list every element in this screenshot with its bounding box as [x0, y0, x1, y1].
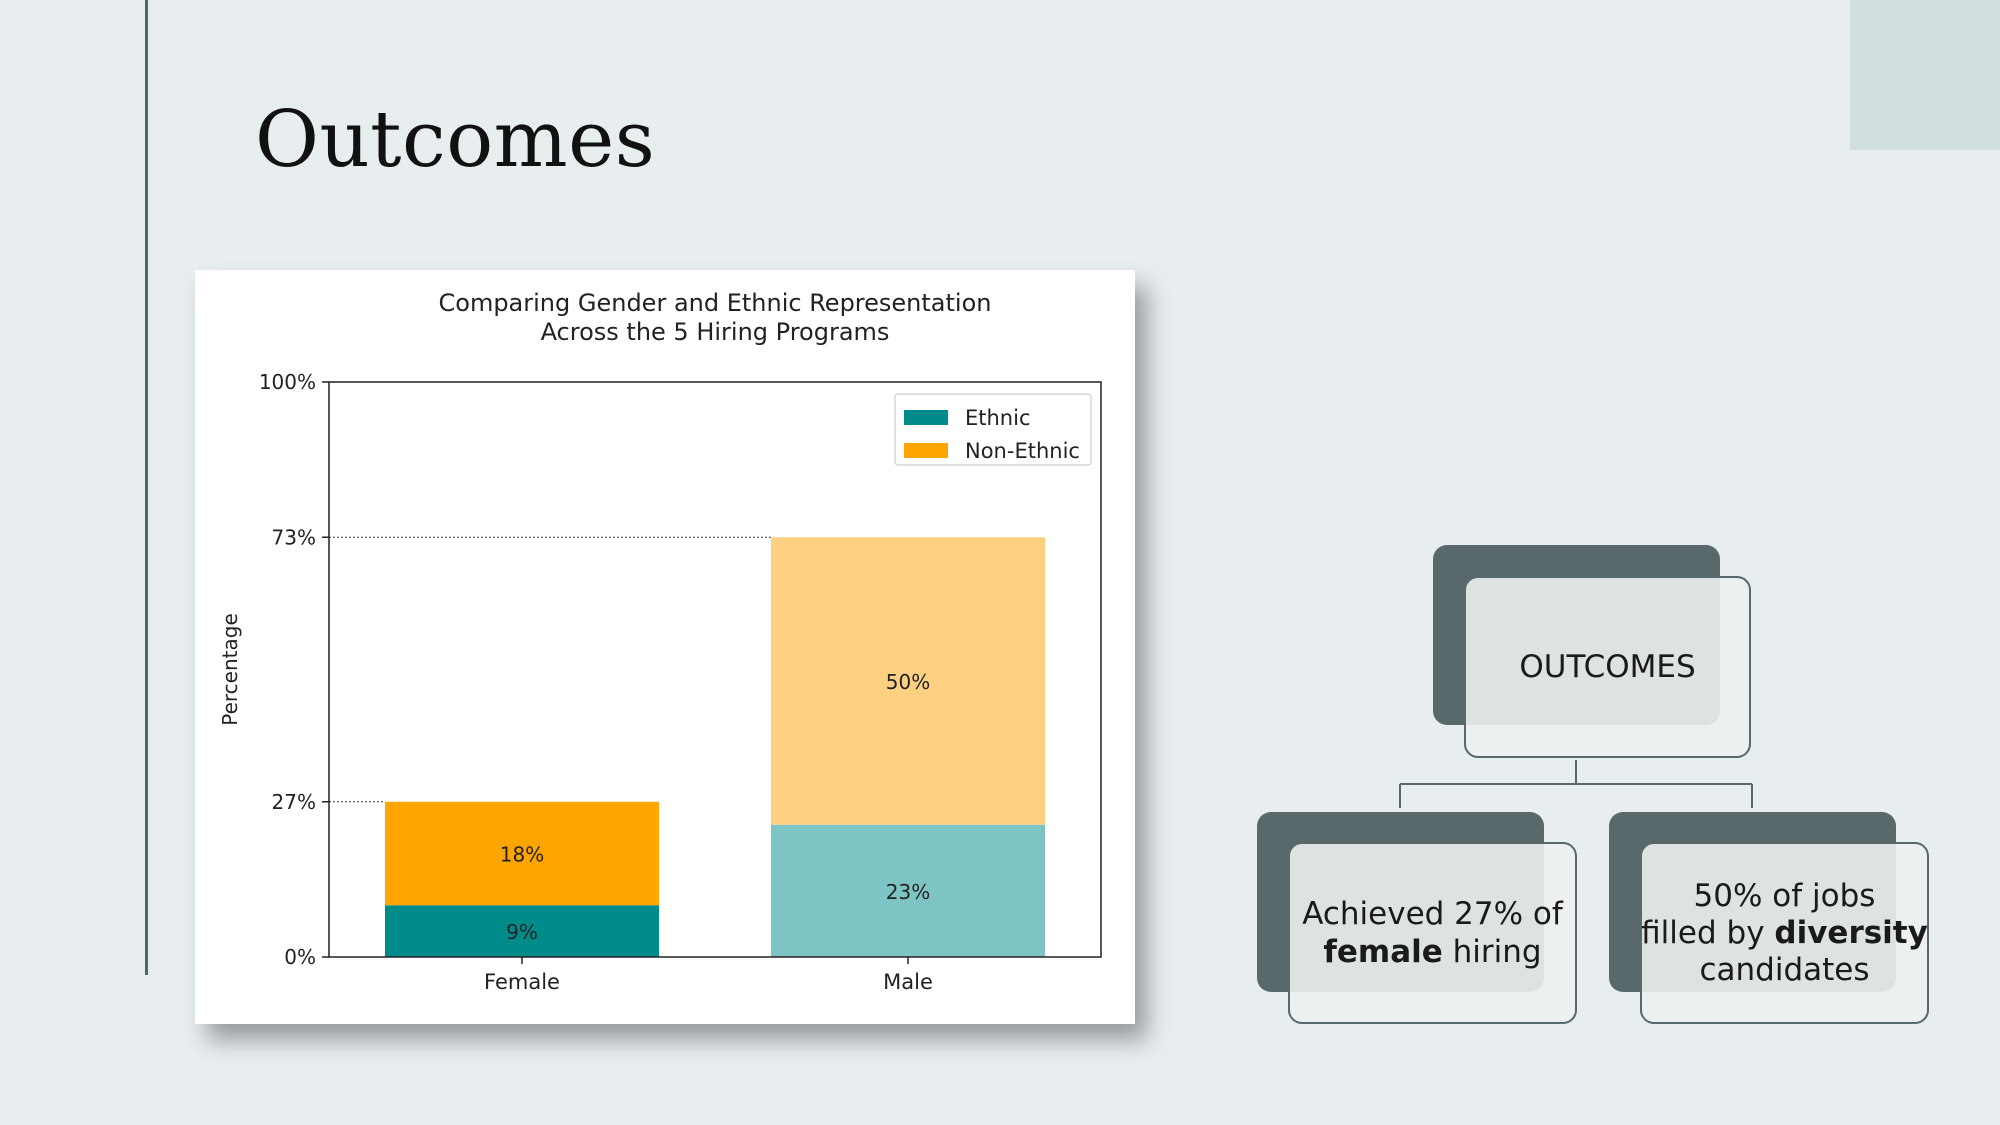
- right-node-bold: diversity: [1774, 914, 1928, 951]
- bar-female-non-ethnic: [384, 801, 660, 906]
- chart-title-line-2: Across the 5 Hiring Programs: [541, 318, 890, 346]
- slide-title: Outcomes: [255, 95, 656, 185]
- right-node-line-2: filled by diversity: [1641, 915, 1928, 952]
- plot-frame: [328, 381, 1102, 958]
- legend-swatch-ethnic: [904, 410, 948, 425]
- right-node-line-3: candidates: [1699, 951, 1870, 988]
- left-node-bold: female: [1323, 934, 1443, 970]
- right-node-pre: filled by: [1641, 914, 1775, 951]
- diagram-left-node: Achieved 27% of female hiring: [1257, 812, 1577, 1024]
- data-label-female-non-ethnic: 18%: [500, 843, 544, 867]
- left-node-box: Achieved 27% of female hiring: [1288, 842, 1577, 1024]
- connector-lines: [1399, 760, 1753, 808]
- y-tick-label-0: 0%: [284, 945, 316, 969]
- left-node-line-2: female hiring: [1302, 933, 1563, 971]
- y-tick-label-73: 73%: [272, 525, 316, 549]
- corner-accent-block: [1850, 0, 2000, 150]
- bar-male-ethnic: [770, 824, 1046, 957]
- left-node-rest: hiring: [1442, 934, 1542, 970]
- data-label-female-ethnic: 9%: [506, 920, 538, 944]
- left-node-line-1: Achieved 27% of: [1302, 896, 1563, 932]
- diagram-right-node: 50% of jobs filled by diversity candidat…: [1609, 812, 1929, 1024]
- left-accent-rule: [145, 0, 148, 975]
- bar-female-ethnic: [384, 905, 660, 957]
- bar-male-non-ethnic: [770, 537, 1046, 825]
- y-tick-label-27: 27%: [272, 790, 316, 814]
- legend-label-ethnic: Ethnic: [965, 406, 1031, 430]
- chart-card: Comparing Gender and Ethnic Representati…: [195, 270, 1135, 1024]
- data-label-male-ethnic: 23%: [886, 880, 930, 904]
- right-node-box: 50% of jobs filled by diversity candidat…: [1640, 842, 1929, 1024]
- root-node-box: OUTCOMES: [1464, 576, 1751, 758]
- y-axis-label: Percentage: [218, 613, 242, 726]
- legend-swatch-non-ethnic: [904, 443, 948, 458]
- y-tick-label-100: 100%: [259, 370, 316, 394]
- legend-label-non-ethnic: Non-Ethnic: [965, 439, 1080, 463]
- right-node-line-1: 50% of jobs: [1693, 877, 1876, 914]
- root-node-label: OUTCOMES: [1519, 649, 1696, 685]
- chart-title-line-1: Comparing Gender and Ethnic Representati…: [439, 289, 992, 317]
- x-tick-label-female: Female: [484, 970, 560, 994]
- data-label-male-non-ethnic: 50%: [886, 670, 930, 694]
- x-tick-label-male: Male: [883, 970, 933, 994]
- diagram-root-node: OUTCOMES: [1433, 545, 1751, 758]
- stacked-bar-chart: Comparing Gender and Ethnic Representati…: [218, 289, 1102, 994]
